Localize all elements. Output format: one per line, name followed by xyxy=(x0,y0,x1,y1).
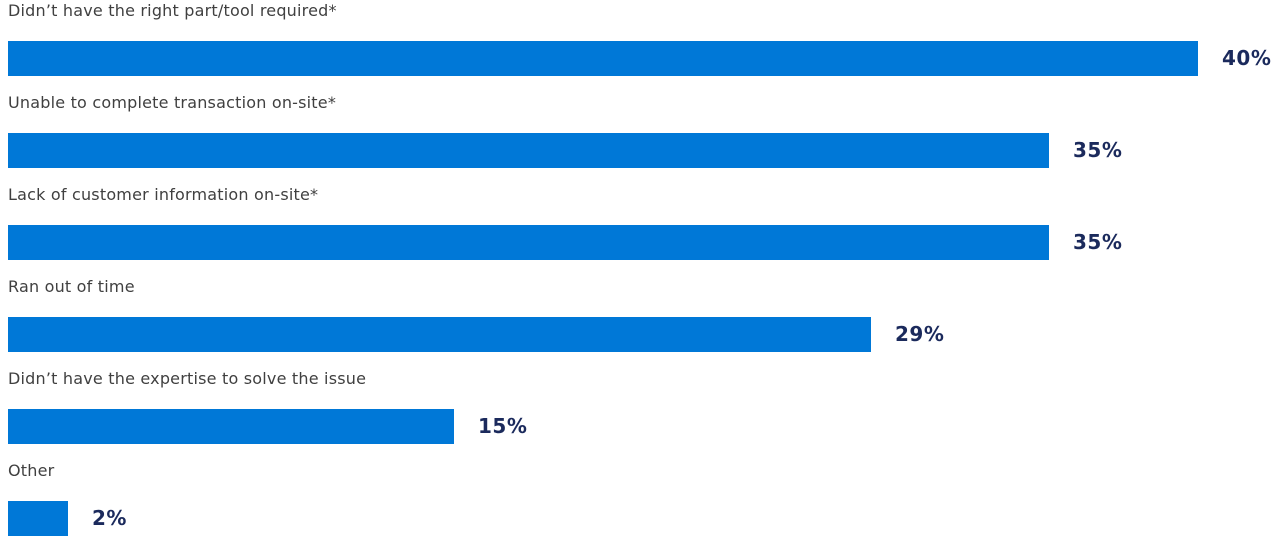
bar-row: Lack of customer information on-site* 35% xyxy=(0,184,1288,276)
category-label: Didn’t have the right part/tool required… xyxy=(8,1,337,20)
bar xyxy=(8,41,1198,76)
value-label: 40% xyxy=(1222,46,1272,70)
category-label: Unable to complete transaction on-site* xyxy=(8,93,337,112)
category-label: Ran out of time xyxy=(8,277,135,296)
value-label: 29% xyxy=(895,322,945,346)
bar-row: Other 2% xyxy=(0,460,1288,552)
bar-row: Ran out of time 29% xyxy=(0,276,1288,368)
bar xyxy=(8,409,454,444)
value-label: 2% xyxy=(92,506,127,530)
value-label: 35% xyxy=(1073,230,1123,254)
bar-row: Unable to complete transaction on-site* 3… xyxy=(0,92,1288,184)
bar-row: Didn’t have the right part/tool required… xyxy=(0,0,1288,92)
bar xyxy=(8,501,68,536)
value-label: 35% xyxy=(1073,138,1123,162)
horizontal-bar-chart: Didn’t have the right part/tool required… xyxy=(0,0,1288,536)
bar xyxy=(8,317,871,352)
category-label: Lack of customer information on-site* xyxy=(8,185,319,204)
bar xyxy=(8,225,1049,260)
value-label: 15% xyxy=(478,414,528,438)
bar xyxy=(8,133,1049,168)
category-label: Other xyxy=(8,461,55,480)
bar-row: Didn’t have the expertise to solve the i… xyxy=(0,368,1288,460)
category-label: Didn’t have the expertise to solve the i… xyxy=(8,369,367,388)
